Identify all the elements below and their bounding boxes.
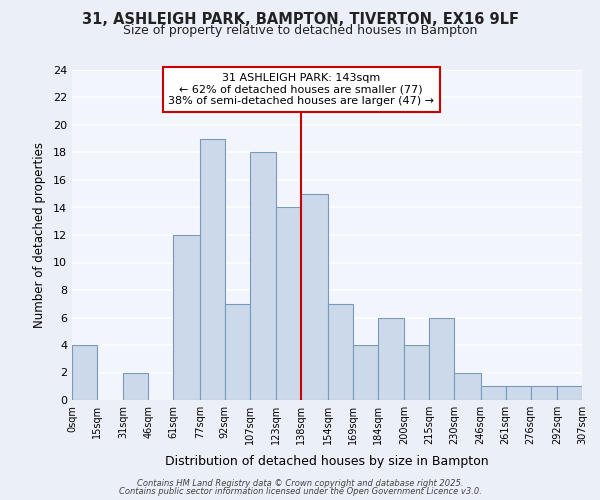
Bar <box>72 345 97 400</box>
Bar <box>124 372 148 400</box>
Bar <box>404 345 429 400</box>
Text: Contains public sector information licensed under the Open Government Licence v3: Contains public sector information licen… <box>119 487 481 496</box>
Text: 31 ASHLEIGH PARK: 143sqm
← 62% of detached houses are smaller (77)
38% of semi-d: 31 ASHLEIGH PARK: 143sqm ← 62% of detach… <box>168 72 434 106</box>
Y-axis label: Number of detached properties: Number of detached properties <box>33 142 46 328</box>
Bar <box>173 235 200 400</box>
Bar <box>353 345 377 400</box>
Bar <box>506 386 530 400</box>
Bar <box>530 386 557 400</box>
Text: Contains HM Land Registry data © Crown copyright and database right 2025.: Contains HM Land Registry data © Crown c… <box>137 478 463 488</box>
Bar <box>277 208 301 400</box>
X-axis label: Distribution of detached houses by size in Bampton: Distribution of detached houses by size … <box>165 456 489 468</box>
Bar <box>301 194 328 400</box>
Text: Size of property relative to detached houses in Bampton: Size of property relative to detached ho… <box>123 24 477 37</box>
Bar <box>200 138 225 400</box>
Bar <box>328 304 353 400</box>
Bar <box>225 304 250 400</box>
Bar <box>429 318 454 400</box>
Bar <box>557 386 582 400</box>
Bar <box>481 386 506 400</box>
Bar <box>250 152 277 400</box>
Bar <box>377 318 404 400</box>
Text: 31, ASHLEIGH PARK, BAMPTON, TIVERTON, EX16 9LF: 31, ASHLEIGH PARK, BAMPTON, TIVERTON, EX… <box>82 12 518 28</box>
Bar <box>454 372 481 400</box>
